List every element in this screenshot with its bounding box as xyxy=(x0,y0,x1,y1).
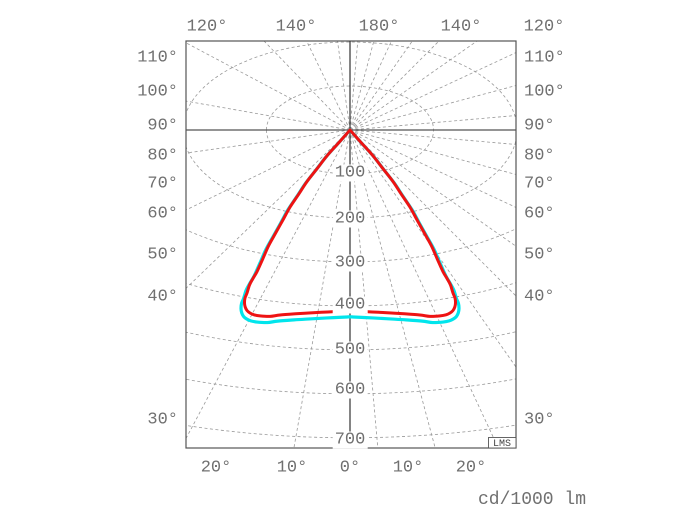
svg-text:LMS: LMS xyxy=(493,439,511,450)
